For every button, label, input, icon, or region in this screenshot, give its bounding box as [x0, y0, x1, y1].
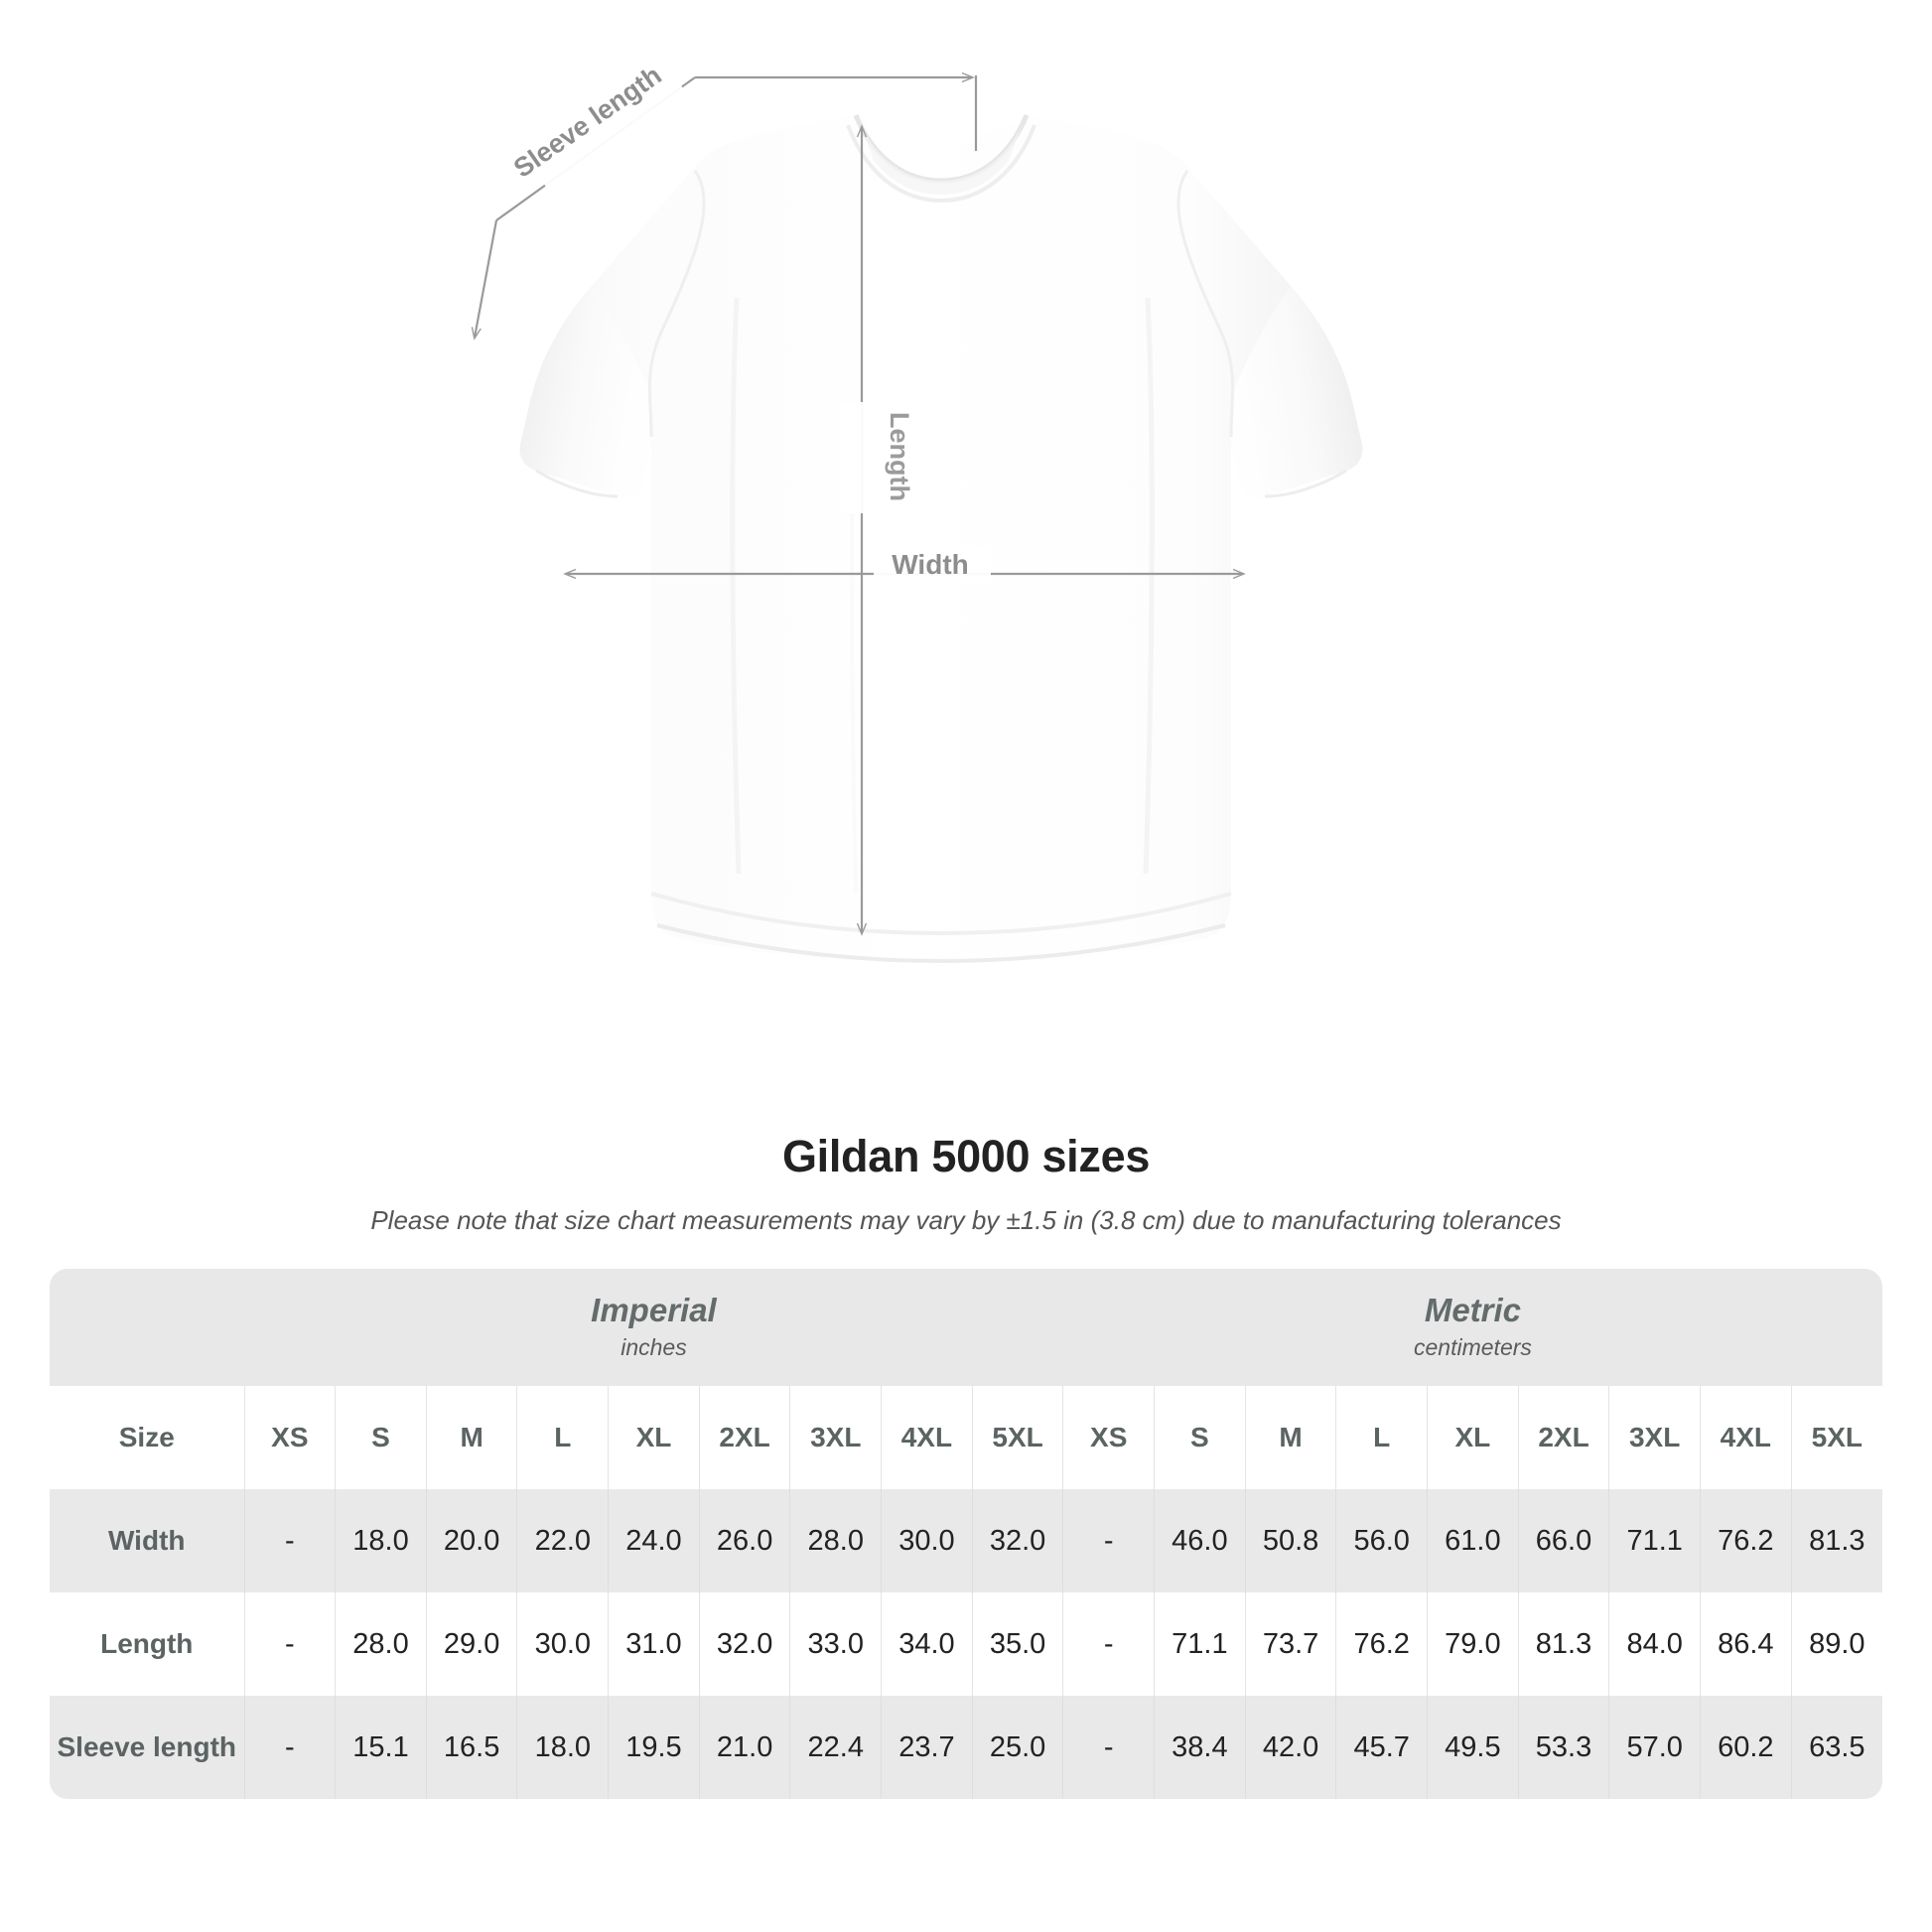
- cell-length-cm-5xl: 89.0: [1790, 1592, 1882, 1696]
- title-block: Gildan 5000 sizes Please note that size …: [0, 1132, 1932, 1236]
- cell-length-cm-xl: 79.0: [1427, 1592, 1519, 1696]
- cell-width-in-4xl: 30.0: [881, 1489, 973, 1592]
- cell-sleeve-in-l: 18.0: [516, 1696, 609, 1799]
- unit-group-metric-name: Metric: [1424, 1292, 1522, 1329]
- cell-length-in-xs: -: [243, 1592, 336, 1696]
- size-chart-table-wrapper: Imperial inches Metric centimeters Size …: [50, 1269, 1882, 1799]
- cell-sleeve-cm-xs: -: [1062, 1696, 1155, 1799]
- tshirt-graphic: [519, 114, 1363, 964]
- size-header-metric-m: M: [1244, 1386, 1336, 1489]
- cell-width-in-m: 20.0: [425, 1489, 517, 1592]
- row-label-length: Length: [50, 1592, 244, 1696]
- unit-banner-row: Imperial inches Metric centimeters: [50, 1269, 1882, 1386]
- cell-length-cm-2xl: 81.3: [1517, 1592, 1609, 1696]
- cell-sleeve-cm-4xl: 60.2: [1700, 1696, 1792, 1799]
- size-header-imperial-2xl: 2XL: [698, 1386, 790, 1489]
- tshirt-illustration: Sleeve length Length Width: [471, 31, 1363, 964]
- cell-width-cm-4xl: 76.2: [1700, 1489, 1792, 1592]
- size-header-metric-s: S: [1154, 1386, 1246, 1489]
- unit-group-metric: Metric centimeters: [1062, 1269, 1882, 1386]
- size-header-metric-4xl: 4XL: [1700, 1386, 1792, 1489]
- cell-width-in-xs: -: [243, 1489, 336, 1592]
- cell-sleeve-cm-xl: 49.5: [1427, 1696, 1519, 1799]
- cell-length-in-xl: 31.0: [608, 1592, 700, 1696]
- cell-length-cm-m: 73.7: [1244, 1592, 1336, 1696]
- unit-banner-spacer: [50, 1269, 244, 1386]
- size-header-imperial-4xl: 4XL: [881, 1386, 973, 1489]
- size-header-metric-xs: XS: [1062, 1386, 1155, 1489]
- cell-length-cm-s: 71.1: [1154, 1592, 1246, 1696]
- cell-width-cm-3xl: 71.1: [1608, 1489, 1701, 1592]
- size-header-metric-xl: XL: [1427, 1386, 1519, 1489]
- cell-sleeve-in-m: 16.5: [425, 1696, 517, 1799]
- cell-width-in-xl: 24.0: [608, 1489, 700, 1592]
- tshirt-svg: Sleeve length Length Width: [471, 31, 1363, 964]
- cell-length-in-5xl: 35.0: [971, 1592, 1063, 1696]
- cell-sleeve-cm-m: 42.0: [1244, 1696, 1336, 1799]
- size-header-metric-l: L: [1335, 1386, 1428, 1489]
- cell-sleeve-cm-2xl: 53.3: [1517, 1696, 1609, 1799]
- cell-length-cm-xs: -: [1062, 1592, 1155, 1696]
- unit-group-imperial-name: Imperial: [591, 1292, 717, 1329]
- cell-width-in-3xl: 28.0: [789, 1489, 882, 1592]
- size-header-imperial-s: S: [335, 1386, 427, 1489]
- page-title: Gildan 5000 sizes: [781, 1131, 1151, 1181]
- cell-width-in-l: 22.0: [516, 1489, 609, 1592]
- cell-width-cm-l: 56.0: [1335, 1489, 1428, 1592]
- size-chart-table: Imperial inches Metric centimeters Size …: [50, 1269, 1882, 1799]
- table-row: Sleeve length - 15.1 16.5 18.0 19.5 21.0…: [50, 1696, 1882, 1799]
- unit-group-metric-sub: centimeters: [1414, 1334, 1532, 1361]
- cell-length-cm-4xl: 86.4: [1700, 1592, 1792, 1696]
- cell-width-in-5xl: 32.0: [971, 1489, 1063, 1592]
- cell-length-in-2xl: 32.0: [698, 1592, 790, 1696]
- cell-length-cm-3xl: 84.0: [1608, 1592, 1701, 1696]
- cell-width-cm-2xl: 66.0: [1517, 1489, 1609, 1592]
- cell-sleeve-in-s: 15.1: [335, 1696, 427, 1799]
- cell-width-cm-s: 46.0: [1154, 1489, 1246, 1592]
- cell-length-in-m: 29.0: [425, 1592, 517, 1696]
- cell-sleeve-cm-s: 38.4: [1154, 1696, 1246, 1799]
- size-header-imperial-xs: XS: [243, 1386, 336, 1489]
- cell-sleeve-in-xs: -: [243, 1696, 336, 1799]
- cell-length-in-s: 28.0: [335, 1592, 427, 1696]
- cell-width-cm-xs: -: [1062, 1489, 1155, 1592]
- size-header-imperial-3xl: 3XL: [789, 1386, 882, 1489]
- size-header-metric-2xl: 2XL: [1517, 1386, 1609, 1489]
- cell-width-cm-5xl: 81.3: [1790, 1489, 1882, 1592]
- cell-sleeve-cm-5xl: 63.5: [1790, 1696, 1882, 1799]
- size-header-imperial-m: M: [425, 1386, 517, 1489]
- size-header-metric-5xl: 5XL: [1790, 1386, 1882, 1489]
- unit-group-imperial: Imperial inches: [244, 1269, 1063, 1386]
- cell-sleeve-in-4xl: 23.7: [881, 1696, 973, 1799]
- length-label: Length: [885, 412, 914, 501]
- size-header-imperial-xl: XL: [608, 1386, 700, 1489]
- cell-width-in-2xl: 26.0: [698, 1489, 790, 1592]
- cell-length-in-3xl: 33.0: [789, 1592, 882, 1696]
- size-header-row: Size XS S M L XL 2XL 3XL 4XL 5XL XS S M …: [50, 1386, 1882, 1489]
- cell-sleeve-cm-3xl: 57.0: [1608, 1696, 1701, 1799]
- cell-sleeve-in-3xl: 22.4: [789, 1696, 882, 1799]
- cell-sleeve-in-2xl: 21.0: [698, 1696, 790, 1799]
- size-header-imperial-l: L: [516, 1386, 609, 1489]
- cell-width-cm-xl: 61.0: [1427, 1489, 1519, 1592]
- cell-sleeve-in-5xl: 25.0: [971, 1696, 1063, 1799]
- cell-sleeve-in-xl: 19.5: [608, 1696, 700, 1799]
- table-row: Length - 28.0 29.0 30.0 31.0 32.0 33.0 3…: [50, 1592, 1882, 1696]
- size-header-metric-3xl: 3XL: [1608, 1386, 1701, 1489]
- width-label: Width: [892, 549, 969, 580]
- cell-width-in-s: 18.0: [335, 1489, 427, 1592]
- cell-length-in-l: 30.0: [516, 1592, 609, 1696]
- cell-length-cm-l: 76.2: [1335, 1592, 1428, 1696]
- cell-sleeve-cm-l: 45.7: [1335, 1696, 1428, 1799]
- cell-length-in-4xl: 34.0: [881, 1592, 973, 1696]
- unit-group-imperial-sub: inches: [621, 1334, 687, 1361]
- row-label-sleeve-length: Sleeve length: [50, 1696, 244, 1799]
- table-row: Width - 18.0 20.0 22.0 24.0 26.0 28.0 30…: [50, 1489, 1882, 1592]
- size-header-imperial-5xl: 5XL: [971, 1386, 1063, 1489]
- tolerance-note: Please note that size chart measurements…: [370, 1204, 1562, 1235]
- annotation-label-backdrops: [504, 31, 991, 584]
- row-header-label: Size: [50, 1386, 244, 1489]
- cell-width-cm-m: 50.8: [1244, 1489, 1336, 1592]
- row-label-width: Width: [50, 1489, 244, 1592]
